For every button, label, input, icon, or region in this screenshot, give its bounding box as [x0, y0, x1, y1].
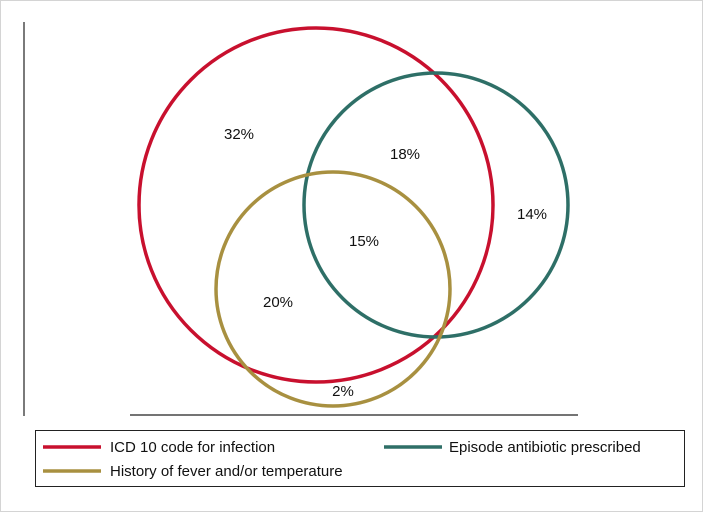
region-label-all-three: 15% [349, 233, 379, 250]
circle-fever-temperature [214, 170, 452, 408]
legend: ICD 10 code for infection Episode antibi… [35, 430, 685, 487]
region-label-icd-only: 32% [224, 126, 254, 143]
region-label-fever-only: 2% [332, 383, 354, 400]
legend-label-icd: ICD 10 code for infection [110, 439, 275, 456]
region-label-icd-abx: 18% [390, 146, 420, 163]
legend-label-fever: History of fever and/or temperature [110, 463, 343, 480]
legend-box [35, 430, 685, 487]
legend-label-antibiotic: Episode antibiotic prescribed [449, 439, 641, 456]
region-label-icd-fever: 20% [263, 294, 293, 311]
circle-icd10-infection [137, 26, 495, 384]
region-label-abx-only: 14% [517, 206, 547, 223]
circle-antibiotic-prescribed [302, 71, 570, 339]
